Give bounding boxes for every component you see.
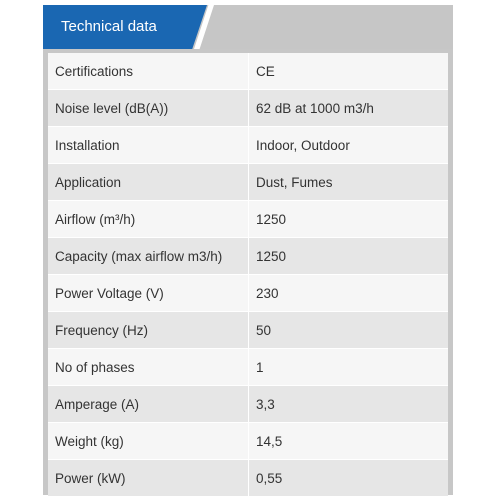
technical-data-panel: Technical data Certifications CE Noise l… (43, 5, 453, 497)
table-row: Capacity (max airflow m3/h) 1250 (48, 238, 448, 275)
row-label: Airflow (m³/h) (55, 212, 136, 227)
row-label: Noise level (dB(A)) (55, 101, 169, 116)
row-label: Weight (kg) (55, 434, 124, 449)
row-label: Capacity (max airflow m3/h) (55, 249, 223, 264)
column-divider (248, 386, 249, 422)
table-row: Noise level (dB(A)) 62 dB at 1000 m3/h (48, 90, 448, 127)
column-divider (248, 53, 249, 89)
row-label: Power (kW) (55, 471, 126, 486)
row-label: Installation (55, 138, 120, 153)
row-value: 1250 (256, 249, 287, 264)
table-row: Application Dust, Fumes (48, 164, 448, 201)
row-label: Application (55, 175, 122, 190)
row-value: 0,55 (256, 471, 283, 486)
row-label: Frequency (Hz) (55, 323, 149, 338)
column-divider (248, 238, 249, 274)
row-value: Indoor, Outdoor (256, 138, 350, 153)
row-value: 50 (256, 323, 272, 338)
column-divider (248, 349, 249, 385)
table-row: No of phases 1 (48, 349, 448, 386)
column-divider (248, 164, 249, 200)
column-divider (248, 275, 249, 311)
column-divider (248, 90, 249, 126)
column-divider (248, 201, 249, 237)
row-label: Amperage (A) (55, 397, 140, 412)
column-divider (248, 127, 249, 163)
table-row: Power Voltage (V) 230 (48, 275, 448, 312)
row-value: 3,3 (256, 397, 275, 412)
tab-bar: Technical data (43, 5, 453, 49)
row-label: Power Voltage (V) (55, 286, 164, 301)
row-value: 230 (256, 286, 279, 301)
row-value: 62 dB at 1000 m3/h (256, 101, 374, 116)
column-divider (248, 423, 249, 459)
table-row: Weight (kg) 14,5 (48, 423, 448, 460)
technical-data-table: Certifications CE Noise level (dB(A)) 62… (48, 53, 448, 497)
row-value: 1250 (256, 212, 287, 227)
row-value: 1 (256, 360, 264, 375)
table-row: Certifications CE (48, 53, 448, 90)
row-label: Certifications (55, 64, 134, 79)
tab-technical-data[interactable]: Technical data (43, 5, 207, 49)
row-value: 14,5 (256, 434, 283, 449)
table-row: Installation Indoor, Outdoor (48, 127, 448, 164)
column-divider (248, 460, 249, 496)
row-value: CE (256, 64, 275, 79)
table-row: Power (kW) 0,55 (48, 460, 448, 497)
row-value: Dust, Fumes (256, 175, 333, 190)
table-row: Frequency (Hz) 50 (48, 312, 448, 349)
row-label: No of phases (55, 360, 135, 375)
table-row: Amperage (A) 3,3 (48, 386, 448, 423)
table-row: Airflow (m³/h) 1250 (48, 201, 448, 238)
column-divider (248, 312, 249, 348)
